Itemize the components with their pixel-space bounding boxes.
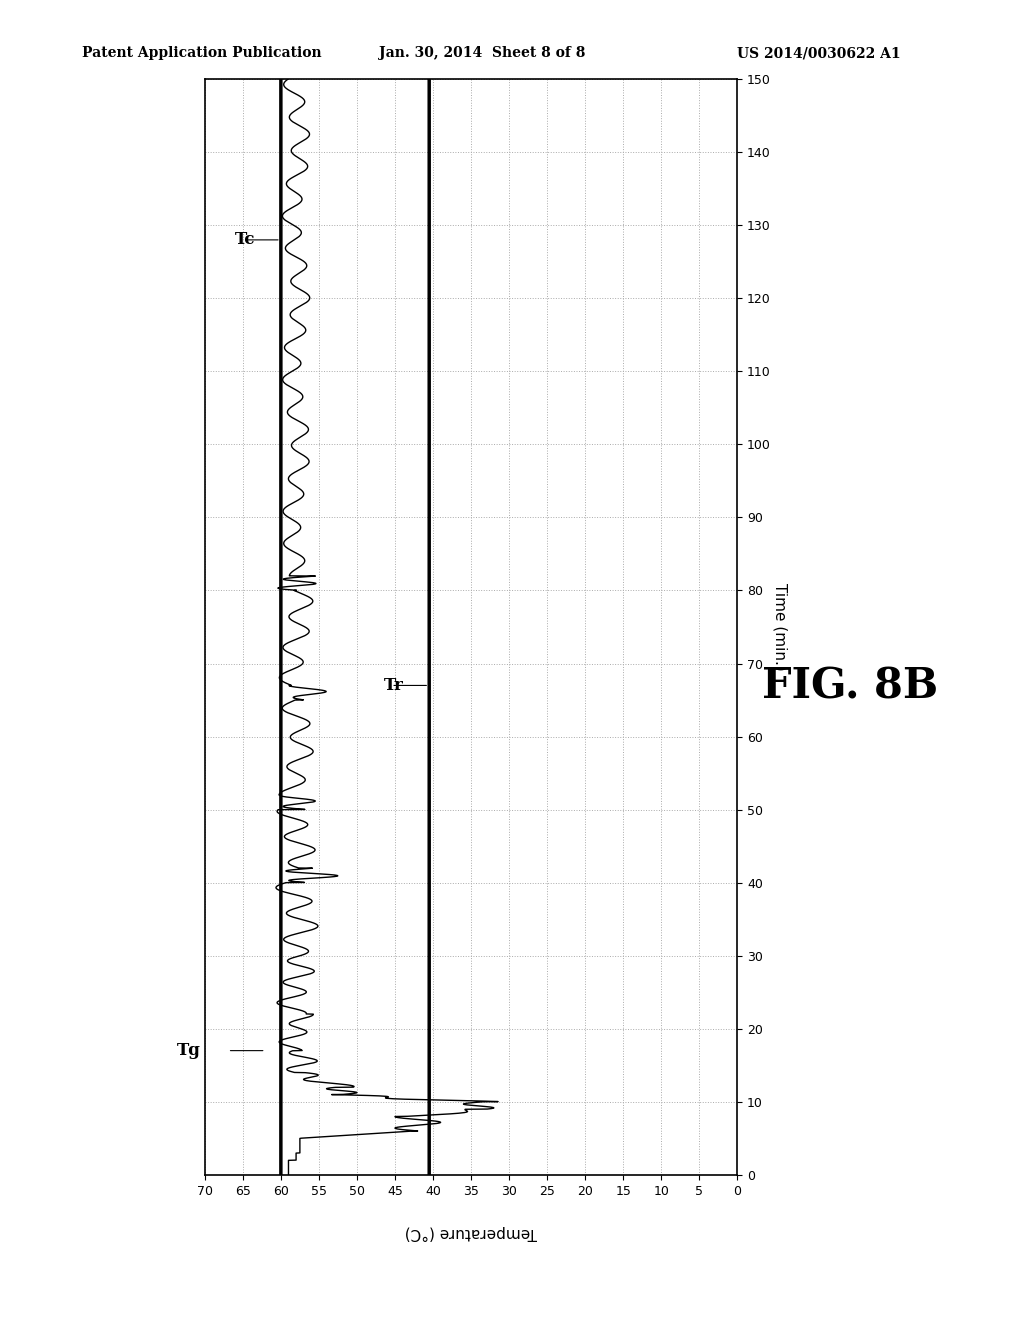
Text: Jan. 30, 2014  Sheet 8 of 8: Jan. 30, 2014 Sheet 8 of 8 bbox=[379, 46, 586, 61]
Text: Tr: Tr bbox=[384, 677, 403, 694]
Text: FIG. 8B: FIG. 8B bbox=[762, 665, 938, 708]
Text: Tg: Tg bbox=[177, 1041, 201, 1059]
Text: Patent Application Publication: Patent Application Publication bbox=[82, 46, 322, 61]
Text: Tc: Tc bbox=[236, 231, 256, 248]
X-axis label: Temperature (°C): Temperature (°C) bbox=[404, 1225, 538, 1241]
Text: US 2014/0030622 A1: US 2014/0030622 A1 bbox=[737, 46, 901, 61]
Y-axis label: Time (min.): Time (min.) bbox=[772, 583, 787, 671]
